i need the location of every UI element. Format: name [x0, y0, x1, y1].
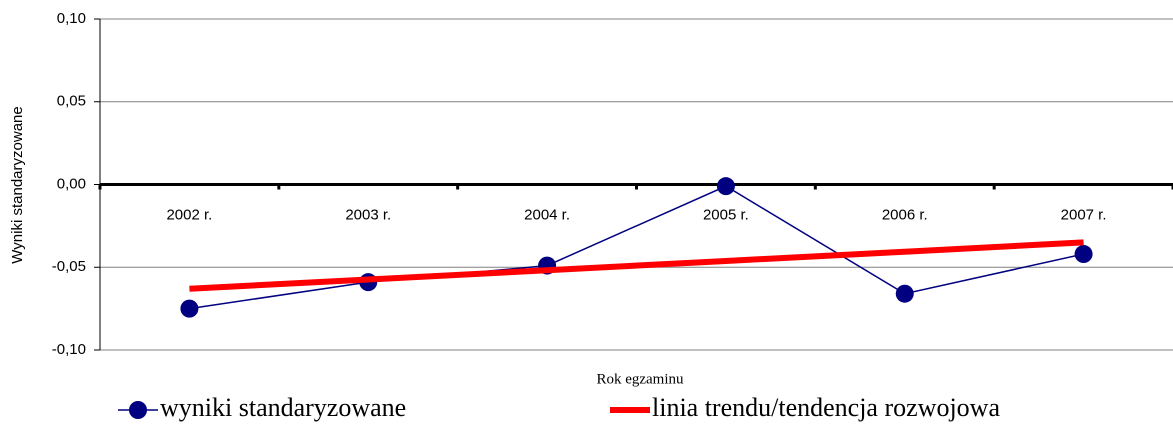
x-tick-label: 2007 r. — [1061, 206, 1107, 223]
legend-marker — [129, 401, 147, 419]
marker — [1074, 245, 1093, 264]
x-tick-label: 2006 r. — [882, 206, 928, 223]
x-tick-label: 2002 r. — [166, 206, 212, 223]
marker — [716, 177, 735, 196]
y-tick-label: 0,00 — [57, 175, 86, 192]
x-axis-label: Rok egzaminu — [596, 371, 684, 387]
y-tick-label: 0,10 — [57, 10, 86, 27]
x-tick-label: 2003 r. — [345, 206, 391, 223]
legend-label: wyniki standaryzowane — [160, 393, 406, 422]
x-tick-label: 2005 r. — [703, 206, 749, 223]
legend-label: linia trendu/tendencja rozwojowa — [652, 393, 1000, 422]
y-tick-label: -0,05 — [52, 258, 86, 275]
x-tick-label: 2004 r. — [524, 206, 570, 223]
marker — [180, 299, 199, 318]
y-axis-label: Wyniki standaryzowane — [9, 106, 26, 263]
series-line — [189, 239, 1084, 292]
y-tick-label: -0,10 — [52, 341, 86, 358]
y-tick-label: 0,05 — [57, 93, 86, 110]
series-line — [189, 185, 1084, 310]
marker — [895, 284, 914, 303]
